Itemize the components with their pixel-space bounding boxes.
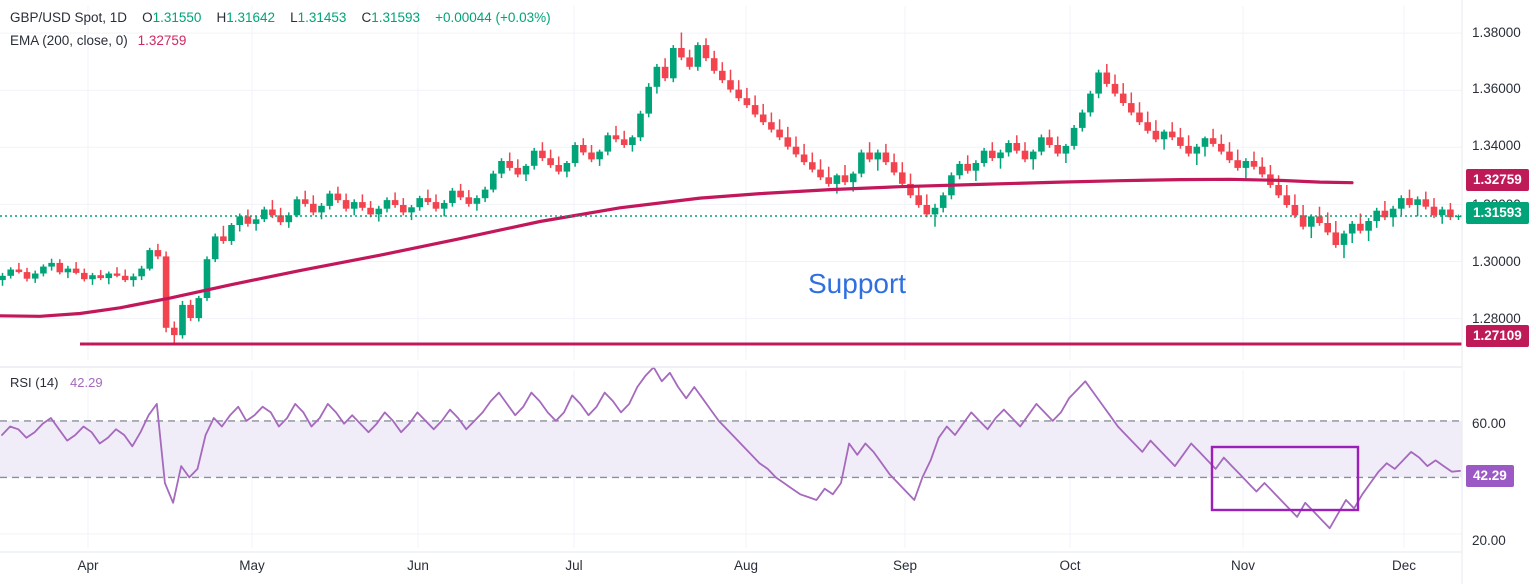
high-key: H bbox=[216, 10, 227, 25]
last-price-badge: 1.31593 bbox=[1466, 202, 1529, 224]
gridlines bbox=[0, 6, 1462, 548]
price-tick-2: 1.34000 bbox=[1472, 138, 1521, 153]
low-key: L bbox=[290, 10, 298, 25]
rsi-value-badge: 42.29 bbox=[1466, 465, 1514, 487]
change-value: +0.00044 (+0.03%) bbox=[435, 10, 551, 25]
ema-200-line bbox=[0, 177, 1354, 318]
high-value: 1.31642 bbox=[226, 10, 276, 25]
panel-divider bbox=[0, 0, 1463, 584]
rsi-level-lines bbox=[0, 420, 1462, 479]
price-axis[interactable]: 1.38000 1.36000 1.34000 1.32000 1.30000 … bbox=[1462, 0, 1536, 584]
support-annotation: Support bbox=[808, 268, 907, 299]
time-tick-nov: Nov bbox=[1230, 558, 1256, 573]
time-axis[interactable]: Apr May Jun Jul Aug Sep Oct Nov Dec bbox=[0, 552, 1462, 584]
price-tick-0: 1.38000 bbox=[1472, 25, 1521, 40]
rsi-tick-2: 20.00 bbox=[1472, 533, 1506, 548]
time-tick-apr: Apr bbox=[77, 558, 99, 573]
time-tick-may: May bbox=[239, 558, 265, 573]
ema-value: 1.32759 bbox=[137, 32, 187, 48]
time-tick-sep: Sep bbox=[892, 558, 918, 573]
rsi-legend: RSI (14) 42.29 bbox=[10, 375, 103, 390]
low-value: 1.31453 bbox=[297, 10, 347, 25]
ema-price-badge: 1.32759 bbox=[1466, 169, 1529, 191]
symbol-label: GBP/USD Spot, 1D bbox=[10, 10, 128, 25]
time-tick-dec: Dec bbox=[1391, 558, 1417, 573]
support-price-badge: 1.27109 bbox=[1466, 325, 1529, 347]
legend-ema-row: EMA (200, close, 0) 1.32759 bbox=[10, 31, 551, 51]
rsi-tick-0: 60.00 bbox=[1472, 416, 1506, 431]
candlestick-series bbox=[0, 32, 1462, 345]
rsi-band bbox=[0, 420, 1462, 478]
chart-legend: GBP/USD Spot, 1D O1.31550 H1.31642 L1.31… bbox=[10, 8, 551, 50]
price-tick-4: 1.30000 bbox=[1472, 254, 1521, 269]
open-key: O bbox=[142, 10, 153, 25]
open-value: 1.31550 bbox=[152, 10, 202, 25]
time-tick-jul: Jul bbox=[565, 558, 583, 573]
time-tick-jun: Jun bbox=[407, 558, 429, 573]
rsi-highlight-box bbox=[1210, 445, 1360, 512]
legend-ohlc-row: GBP/USD Spot, 1D O1.31550 H1.31642 L1.31… bbox=[10, 8, 551, 28]
time-tick-aug: Aug bbox=[733, 558, 759, 573]
price-tick-5: 1.28000 bbox=[1472, 311, 1521, 326]
price-tick-1: 1.36000 bbox=[1472, 81, 1521, 96]
rsi-line bbox=[1, 366, 1461, 530]
time-tick-oct: Oct bbox=[1059, 558, 1081, 573]
rsi-value: 42.29 bbox=[70, 375, 103, 390]
ema-label: EMA (200, close, 0) bbox=[10, 32, 128, 48]
close-value: 1.31593 bbox=[371, 10, 421, 25]
close-key: C bbox=[361, 10, 372, 25]
rsi-label: RSI (14) bbox=[10, 375, 59, 390]
